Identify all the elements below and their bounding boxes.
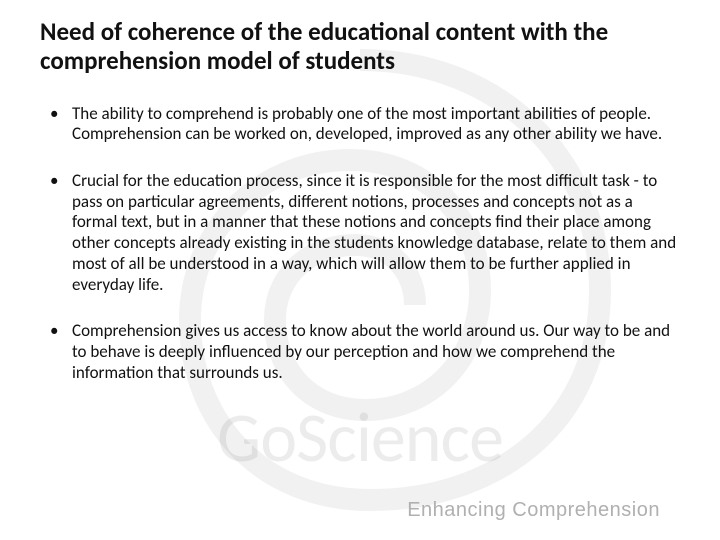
slide-content: Need of coherence of the educational con… — [0, 0, 720, 384]
watermark-logo-text: GoScience — [217, 394, 503, 480]
bullet-item: The ability to comprehend is probably on… — [40, 104, 680, 145]
footer-tagline: Enhancing Comprehension — [407, 499, 660, 522]
bullet-item: Crucial for the education process, since… — [40, 171, 680, 295]
bullet-item: Comprehension gives us access to know ab… — [40, 321, 680, 383]
slide-title: Need of coherence of the educational con… — [40, 18, 680, 76]
bullet-list: The ability to comprehend is probably on… — [40, 104, 680, 384]
